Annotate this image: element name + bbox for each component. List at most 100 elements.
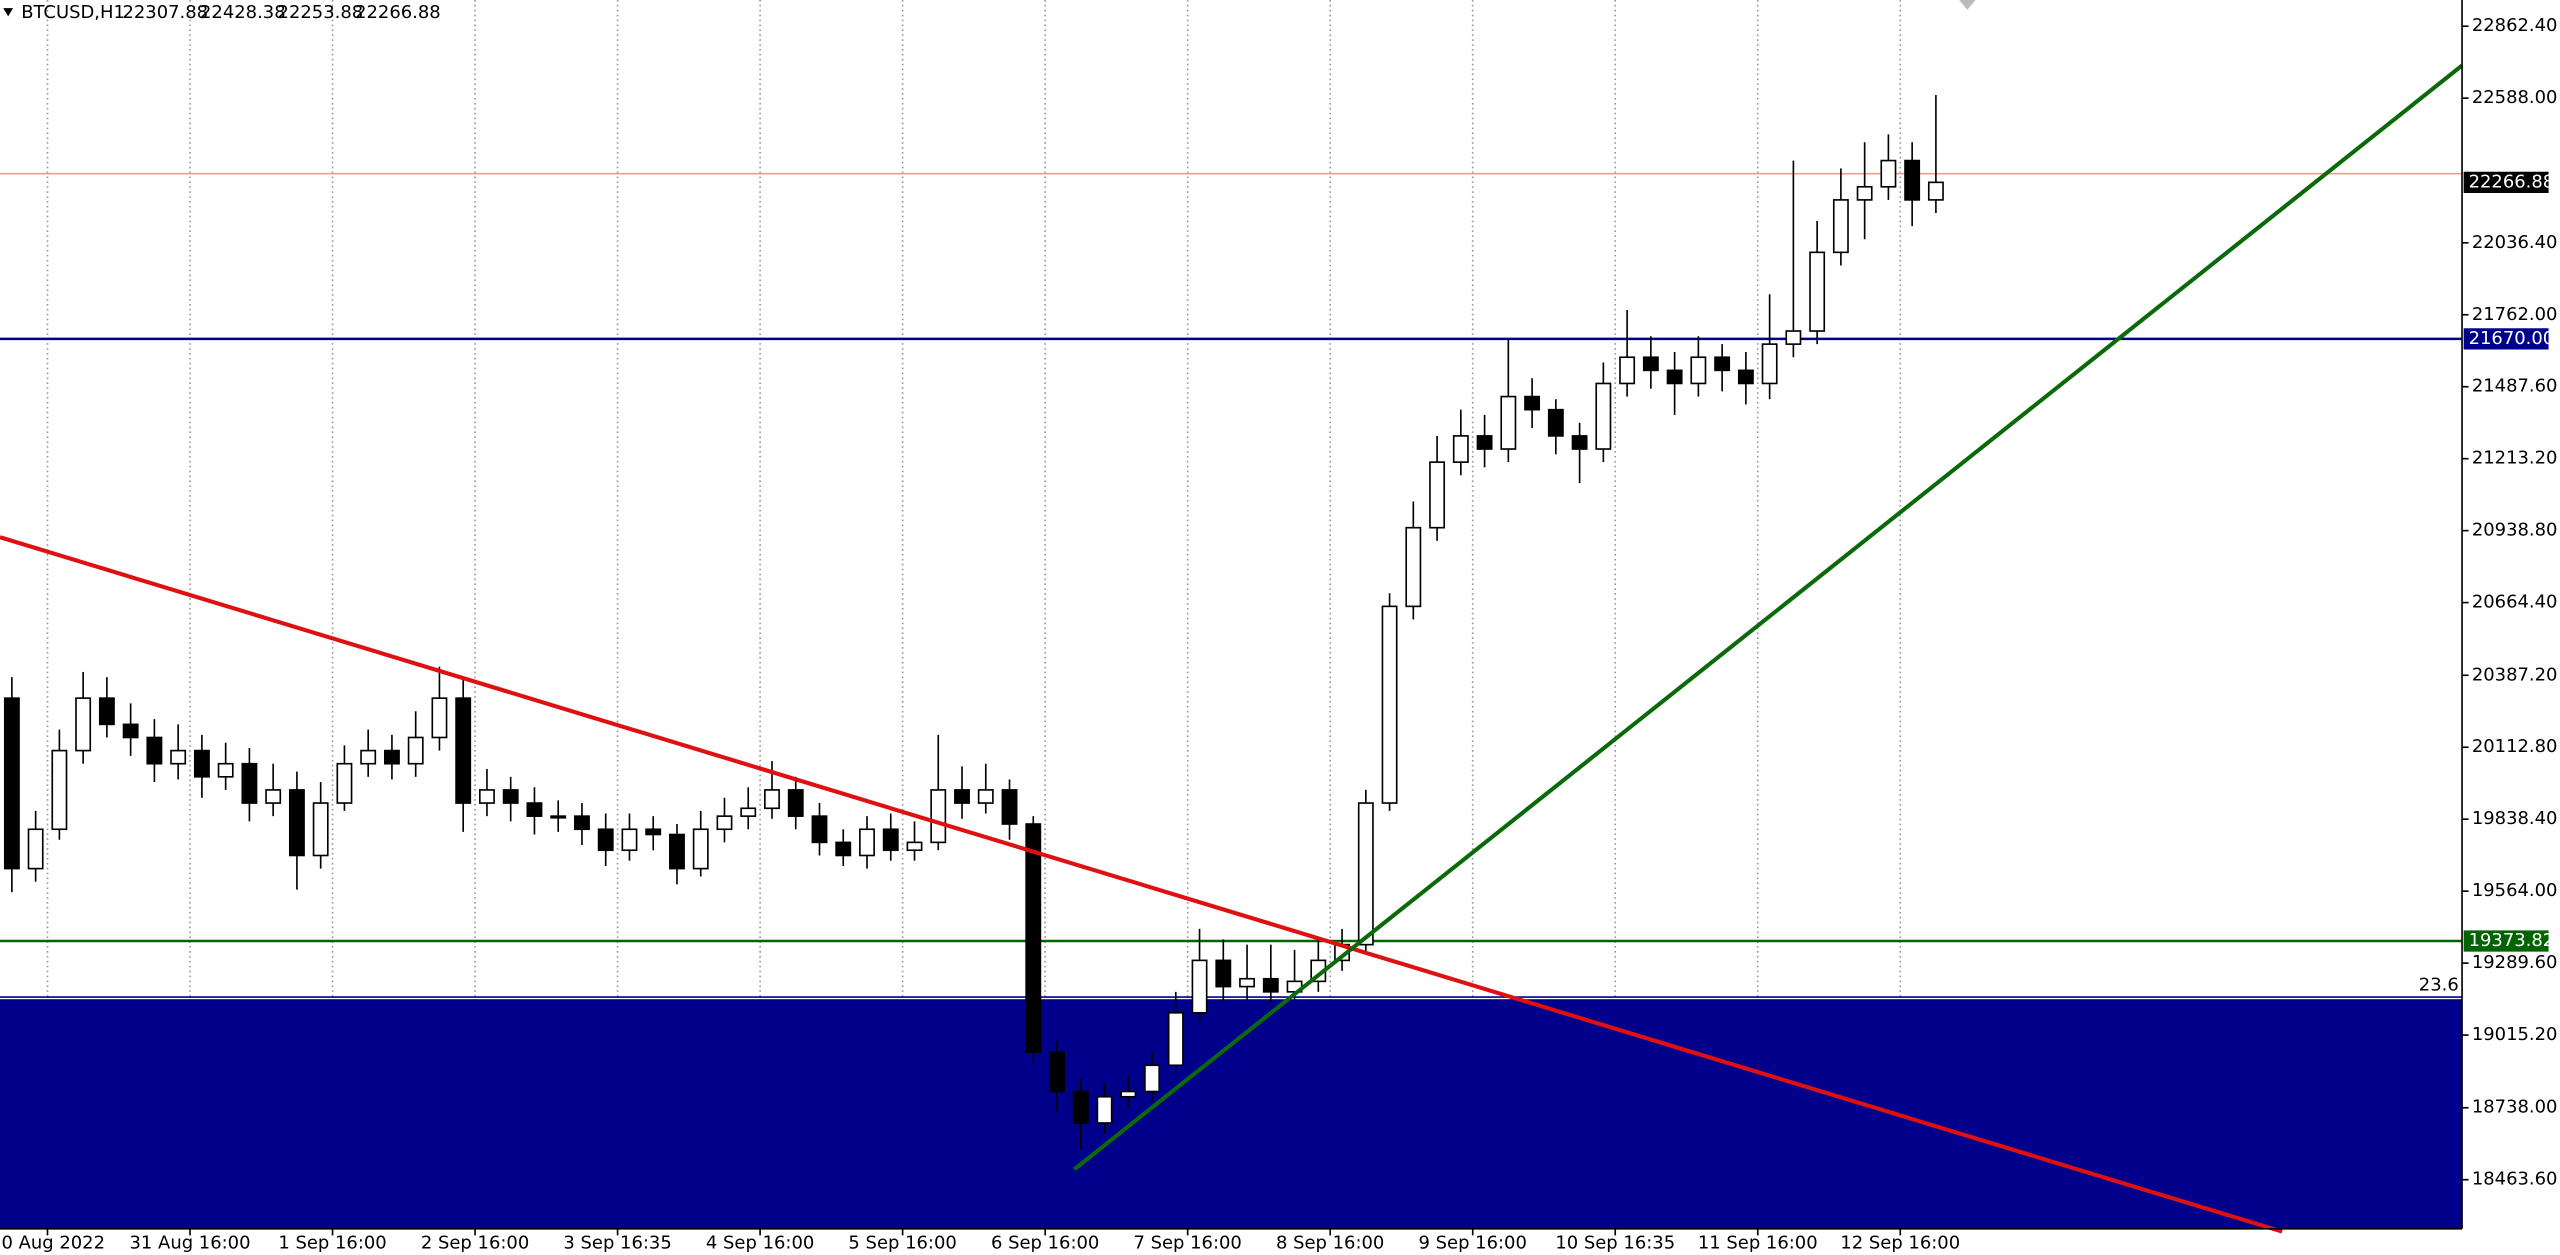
candle-body [1832, 199, 1849, 254]
candle-body [1262, 977, 1279, 993]
candle-body [1239, 977, 1255, 988]
candle-body [1737, 369, 1754, 385]
header-value: 22428.38 [200, 2, 286, 23]
candle-body [906, 841, 923, 852]
candle-body [217, 762, 234, 778]
level-label-box [2463, 930, 2549, 952]
y-tick-label: 22036.40 [2472, 232, 2558, 253]
candle-body [75, 697, 92, 752]
candle-body [740, 807, 757, 817]
candle-body [479, 789, 495, 804]
candle-body [882, 828, 899, 852]
y-tick-label: 19015.20 [2472, 1024, 2558, 1045]
candle-body [241, 762, 258, 804]
header-value: 22266.88 [355, 2, 441, 23]
candle-body [383, 749, 400, 765]
y-tick-label: 21762.00 [2472, 304, 2558, 325]
x-tick-label: 30 Aug 2022 [0, 1233, 105, 1254]
level-label: 21670.00 [2469, 328, 2555, 349]
candle-body [265, 789, 282, 804]
candle-body [1927, 181, 1944, 201]
x-tick-label: 12 Sep 16:00 [1840, 1233, 1960, 1254]
y-tick-label: 20938.80 [2472, 520, 2558, 541]
candle-body [1809, 251, 1826, 332]
x-tick-label: 11 Sep 16:00 [1698, 1233, 1818, 1254]
candle-body [336, 762, 353, 804]
candle-body [1001, 789, 1018, 825]
candle-body [977, 789, 994, 804]
candle-body [811, 815, 828, 844]
candle-body [669, 833, 685, 870]
candle-body [1524, 395, 1541, 411]
y-tick-label: 18463.60 [2472, 1169, 2558, 1190]
candle-body [1096, 1095, 1113, 1124]
candle-body [1690, 356, 1707, 385]
candle-body [1595, 382, 1612, 450]
candle-body [1429, 461, 1446, 529]
candle-body [1571, 435, 1588, 450]
candle-body [692, 828, 709, 870]
candle-body [859, 828, 875, 857]
candle-body [1714, 356, 1731, 372]
candle-body [193, 749, 210, 778]
candle-body [1120, 1090, 1137, 1098]
trendline [1072, 63, 2464, 1171]
y-tick-label: 19289.60 [2472, 952, 2558, 973]
candle-body [98, 697, 115, 726]
candle-body [835, 841, 852, 857]
candle-body [1642, 356, 1659, 372]
candle-body [1191, 959, 1208, 1014]
level-label-box [2463, 328, 2549, 350]
menu-arrow[interactable] [3, 8, 14, 17]
candle-body [360, 749, 377, 765]
x-tick-label: 31 Aug 16:00 [130, 1233, 251, 1254]
last-price-box [2463, 171, 2549, 193]
candle-body [1500, 395, 1517, 450]
candle-body [431, 697, 448, 739]
candle-body [1381, 605, 1398, 804]
candle-body [1856, 185, 1873, 201]
y-tick-label: 20387.20 [2472, 664, 2558, 685]
x-tick-label: 10 Sep 16:35 [1555, 1233, 1675, 1254]
y-tick-label: 21487.60 [2472, 376, 2558, 397]
shift-marker[interactable] [1959, 0, 1976, 10]
x-tick-label: 6 Sep 16:00 [991, 1233, 1099, 1254]
candle-body [146, 736, 163, 765]
candle-body [122, 723, 139, 739]
candle-body [455, 697, 472, 804]
candle-body [764, 789, 780, 810]
candle-body [3, 697, 20, 870]
trendline [0, 535, 2283, 1234]
candle-body [1144, 1064, 1160, 1093]
candle-body [1452, 435, 1469, 463]
candle-body [170, 749, 187, 765]
x-tick-label: 9 Sep 16:00 [1419, 1233, 1527, 1254]
candle-body [787, 789, 804, 817]
x-tick-label: 3 Sep 16:35 [563, 1233, 671, 1254]
y-tick-label: 21213.20 [2472, 448, 2558, 469]
candle-body [550, 815, 567, 819]
candle-body [1880, 159, 1897, 188]
x-tick-label: 1 Sep 16:00 [278, 1233, 386, 1254]
symbol-title: BTCUSD,H1 [21, 2, 125, 23]
x-tick-label: 2 Sep 16:00 [421, 1233, 529, 1254]
candle-body [526, 802, 543, 817]
fib-label: 23.6 [2419, 975, 2459, 996]
candle-body [1619, 356, 1636, 385]
candle-body [1167, 1012, 1184, 1067]
candle-body [621, 828, 638, 852]
candle-body [954, 789, 970, 804]
y-tick-label: 19564.00 [2472, 880, 2558, 901]
candle-body [1025, 823, 1042, 1053]
candle-body [930, 789, 947, 844]
candle-body [1405, 526, 1422, 608]
candle-body [407, 736, 424, 765]
candle-body [1547, 408, 1564, 437]
y-tick-label: 19838.40 [2472, 808, 2558, 829]
header-value: 22253.88 [278, 2, 364, 23]
candle-body [1072, 1090, 1089, 1124]
header-value: 22307.88 [122, 2, 208, 23]
candle-body [1476, 435, 1493, 450]
candle-body [1904, 159, 1921, 201]
